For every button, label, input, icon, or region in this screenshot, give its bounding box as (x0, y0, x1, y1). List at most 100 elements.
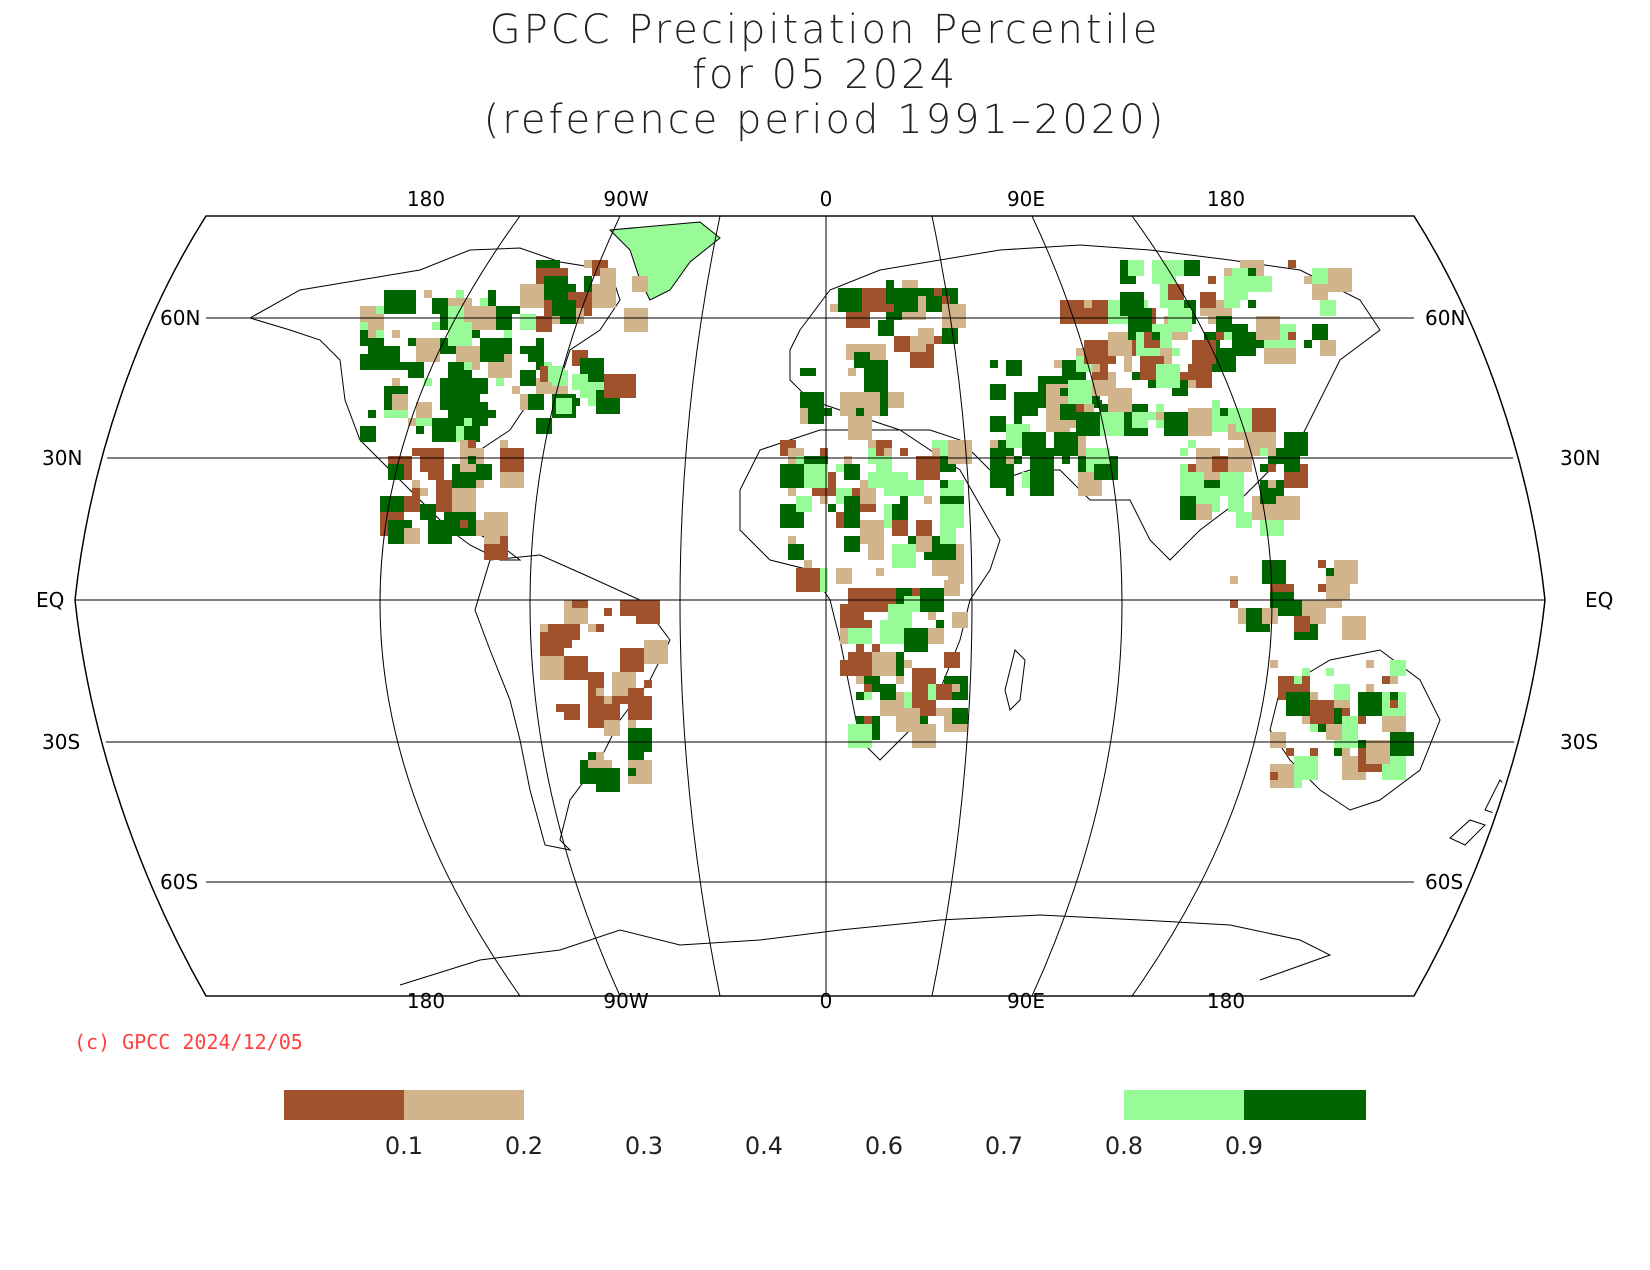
percentile-cell (1006, 360, 1022, 376)
legend-swatch-dry (404, 1090, 524, 1120)
percentile-cell (420, 488, 428, 496)
percentile-cell (1128, 260, 1144, 276)
percentile-cell (888, 392, 904, 408)
percentile-cell (1294, 616, 1310, 632)
percentile-cell (460, 440, 468, 448)
percentile-cell (872, 652, 896, 676)
percentile-cell (1366, 660, 1374, 668)
antarctica-land (399, 914, 1332, 986)
percentile-cell (900, 496, 908, 504)
percentile-cell (1228, 448, 1252, 472)
percentile-cell (1030, 392, 1046, 408)
madagascar-land (1004, 649, 1026, 711)
percentile-cell (1248, 300, 1256, 308)
percentile-cell (936, 708, 944, 716)
percentile-cell (1180, 448, 1188, 456)
percentile-cell (1184, 260, 1200, 276)
percentile-cell (1256, 276, 1272, 292)
percentile-cell (1390, 660, 1406, 676)
top-label-180w: 180 (407, 187, 445, 211)
percentile-cell (944, 580, 960, 596)
percentile-cell (520, 370, 536, 386)
percentile-cell (1084, 300, 1092, 308)
percentile-cell (1312, 268, 1328, 284)
percentile-cell (868, 440, 876, 448)
percentile-cell (990, 416, 1006, 432)
percentile-cell (460, 520, 468, 528)
percentile-cell (1224, 276, 1248, 300)
percentile-cell (572, 374, 588, 390)
percentile-cell (1230, 576, 1238, 584)
percentile-cell (1286, 748, 1294, 756)
percentile-cell (864, 368, 888, 392)
percentile-cell (1390, 676, 1398, 684)
percentile-cell (584, 260, 592, 268)
percentile-cell (440, 386, 464, 410)
percentile-cell (564, 656, 588, 680)
legend-tick-0-3: 0.3 (624, 1132, 664, 1160)
percentile-cell (1108, 388, 1132, 412)
top-label-180e: 180 (1207, 187, 1245, 211)
percentile-cell (552, 316, 560, 324)
percentile-cell (1342, 708, 1350, 716)
percentile-cell (1006, 456, 1014, 464)
left-label-60s: 60S (160, 870, 198, 894)
percentile-cell (936, 620, 944, 628)
right-label-60n: 60N (1425, 306, 1465, 330)
percentile-cell (896, 676, 904, 684)
percentile-cell (488, 290, 496, 298)
percentile-cell (1068, 380, 1092, 404)
percentile-cell (596, 382, 604, 390)
percentile-cell (360, 354, 376, 370)
percentile-cell (932, 448, 940, 456)
percentile-cell (408, 418, 416, 426)
legend-swatch-wet (1124, 1090, 1244, 1120)
percentile-cell (1270, 732, 1286, 748)
percentile-cell (368, 410, 376, 418)
africa-land (739, 429, 1001, 761)
percentile-cell (1212, 400, 1220, 408)
title-line-3: (reference period 1991–2020) (483, 97, 1167, 143)
percentile-cell (1014, 416, 1022, 424)
percentile-cell (1152, 260, 1176, 284)
right-label-30s: 30S (1560, 730, 1598, 754)
percentile-cell (1304, 276, 1312, 284)
percentile-cell (572, 600, 580, 608)
percentile-cell (512, 306, 520, 314)
percentile-cell (1260, 448, 1268, 456)
percentile-cell (856, 644, 864, 652)
title-line-1: GPCC Precipitation Percentile (489, 7, 1161, 53)
copyright-notice: (c) GPCC 2024/12/05 (74, 1030, 303, 1054)
percentile-cell (900, 448, 908, 456)
percentile-cell (856, 676, 864, 684)
percentile-cell (432, 298, 448, 314)
percentile-cell (1148, 412, 1156, 420)
percentile-cell (848, 652, 872, 676)
percentile-cell (896, 692, 904, 700)
percentile-cell (860, 488, 876, 504)
percentile-cell (1284, 432, 1308, 456)
percentile-cell (588, 358, 604, 374)
percentile-cell (1320, 300, 1336, 316)
percentile-cell (1358, 716, 1366, 724)
percentile-cell (1256, 316, 1280, 340)
percentile-cell (456, 290, 464, 298)
percentile-cell (448, 306, 464, 322)
percentile-cell (942, 328, 958, 344)
percentile-cell (1342, 616, 1366, 640)
percentile-cell (636, 600, 660, 624)
percentile-cell (1304, 340, 1312, 348)
percentile-cell (1270, 772, 1278, 780)
percentile-cell (1120, 260, 1128, 268)
percentile-cell (908, 480, 924, 496)
percentile-cell (1382, 724, 1390, 732)
percentile-cell (1188, 408, 1212, 432)
percentile-cell (830, 304, 838, 312)
percentile-cell (896, 708, 920, 732)
percentile-cell (904, 660, 912, 668)
percentile-cell (824, 408, 832, 416)
percentile-cell (1084, 340, 1108, 364)
percentile-cell (1156, 404, 1164, 412)
percentile-cell (862, 288, 886, 312)
percentile-cell (580, 600, 588, 608)
